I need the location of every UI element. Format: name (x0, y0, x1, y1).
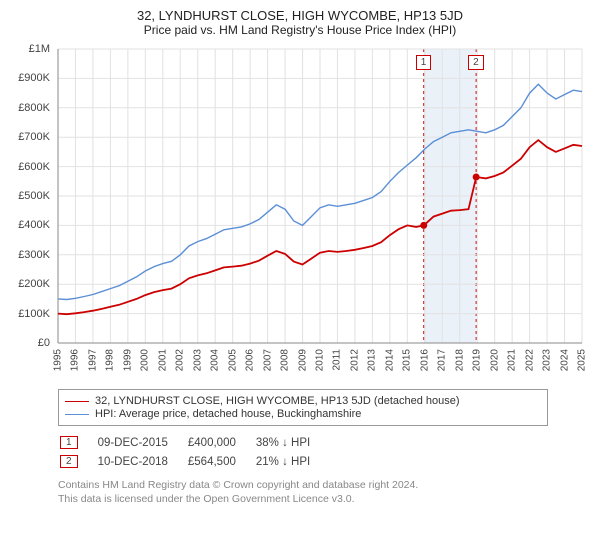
legend-label-property: 32, LYNDHURST CLOSE, HIGH WYCOMBE, HP13 … (95, 395, 460, 407)
y-tick-label: £700K (18, 131, 50, 143)
x-tick-label: 1995 (53, 349, 64, 371)
x-tick-label: 1997 (87, 349, 98, 371)
sale-marker-2: 2 (468, 55, 484, 70)
y-tick-label: £600K (18, 161, 50, 173)
x-tick-label: 2012 (349, 349, 360, 371)
y-tick-label: £200K (18, 278, 50, 290)
footer-line-2: This data is licensed under the Open Gov… (58, 493, 355, 505)
sale-date: 09-DEC-2015 (98, 434, 186, 451)
sale-price: £564,500 (188, 453, 254, 470)
x-tick-label: 2007 (262, 349, 273, 371)
y-tick-label: £300K (18, 249, 50, 261)
sale-marker-1: 1 (416, 55, 432, 70)
x-tick-label: 2002 (175, 349, 186, 371)
x-tick-label: 2025 (577, 349, 588, 371)
sale-index-marker: 2 (60, 455, 78, 468)
sale-delta: 21% ↓ HPI (256, 453, 328, 470)
chart-title: 32, LYNDHURST CLOSE, HIGH WYCOMBE, HP13 … (10, 8, 590, 23)
chart-subtitle: Price paid vs. HM Land Registry's House … (10, 23, 590, 37)
y-tick-label: £400K (18, 219, 50, 231)
x-tick-label: 2005 (227, 349, 238, 371)
x-tick-label: 2001 (157, 349, 168, 371)
footer-line-1: Contains HM Land Registry data © Crown c… (58, 479, 418, 491)
sale-price: £400,000 (188, 434, 254, 451)
legend-swatch-property (65, 401, 89, 402)
sale-date: 10-DEC-2018 (98, 453, 186, 470)
legend-swatch-hpi (65, 414, 89, 415)
x-tick-label: 2017 (437, 349, 448, 371)
sale-delta: 38% ↓ HPI (256, 434, 328, 451)
x-tick-label: 2015 (402, 349, 413, 371)
chart-container: 32, LYNDHURST CLOSE, HIGH WYCOMBE, HP13 … (0, 0, 600, 512)
x-tick-label: 2024 (559, 349, 570, 371)
x-tick-label: 2000 (140, 349, 151, 371)
plot-area: £0 £100K £200K £300K £400K £500K £600K £700K £80… (10, 43, 590, 383)
x-tick-label: 2010 (315, 349, 326, 371)
x-tick-label: 2018 (454, 349, 465, 371)
x-tick-label: 2013 (367, 349, 378, 371)
x-tick-label: 2019 (472, 349, 483, 371)
x-tick-label: 1998 (105, 349, 116, 371)
sale-index-marker: 1 (60, 436, 78, 449)
y-tick-label: £100K (18, 308, 50, 320)
x-tick-label: 2009 (297, 349, 308, 371)
legend-row-hpi: HPI: Average price, detached house, Buck… (65, 408, 541, 420)
y-tick-label: £500K (18, 190, 50, 202)
x-tick-label: 2022 (524, 349, 535, 371)
y-tick-label: £900K (18, 72, 50, 84)
x-tick-label: 2016 (419, 349, 430, 371)
x-tick-label: 2011 (332, 349, 343, 371)
legend-row-property: 32, LYNDHURST CLOSE, HIGH WYCOMBE, HP13 … (65, 395, 541, 407)
x-tick-label: 2003 (192, 349, 203, 371)
footer-note: Contains HM Land Registry data © Crown c… (58, 478, 590, 506)
x-tick-label: 2004 (210, 349, 221, 371)
x-tick-label: 2020 (489, 349, 500, 371)
y-tick-label: £800K (18, 102, 50, 114)
x-tick-label: 2021 (507, 349, 518, 371)
legend: 32, LYNDHURST CLOSE, HIGH WYCOMBE, HP13 … (58, 389, 548, 426)
x-tick-label: 2008 (280, 349, 291, 371)
x-tick-label: 2006 (245, 349, 256, 371)
sale-row: 2 10-DEC-2018£564,50021% ↓ HPI (60, 453, 328, 470)
sales-table: 1 09-DEC-2015£400,00038% ↓ HPI 2 10-DEC-201… (58, 432, 330, 472)
y-tick-label: £1M (29, 43, 50, 55)
x-tick-label: 1999 (122, 349, 133, 371)
x-tick-label: 2014 (384, 349, 395, 371)
y-tick-label: £0 (38, 337, 50, 349)
x-tick-label: 2023 (542, 349, 553, 371)
legend-label-hpi: HPI: Average price, detached house, Buck… (95, 408, 361, 420)
sale-row: 1 09-DEC-2015£400,00038% ↓ HPI (60, 434, 328, 451)
x-tick-label: 1996 (70, 349, 81, 371)
